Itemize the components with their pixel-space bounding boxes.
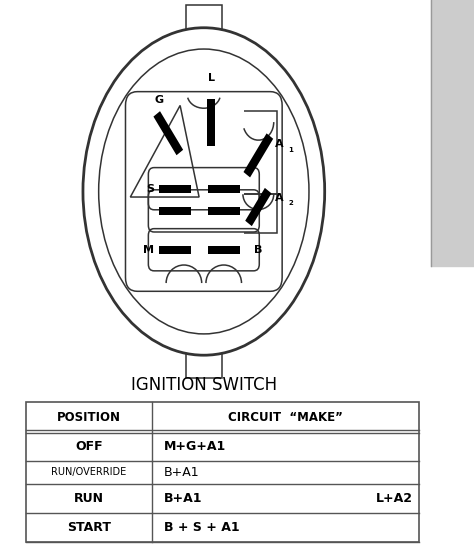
Text: OFF: OFF xyxy=(75,440,103,453)
Bar xyxy=(26,402,419,542)
Bar xyxy=(207,99,215,145)
Text: B + S + A1: B + S + A1 xyxy=(164,521,239,534)
Text: B: B xyxy=(254,245,262,255)
Text: A: A xyxy=(275,139,283,149)
Bar xyxy=(186,353,222,378)
Bar xyxy=(245,188,272,226)
FancyBboxPatch shape xyxy=(126,92,282,291)
Text: RUN/OVERRIDE: RUN/OVERRIDE xyxy=(51,467,127,477)
Text: CIRCUIT  “MAKE”: CIRCUIT “MAKE” xyxy=(228,411,343,424)
Text: IGNITION SWITCH: IGNITION SWITCH xyxy=(131,376,277,393)
Text: L: L xyxy=(208,73,215,83)
Text: 2: 2 xyxy=(289,200,293,206)
Text: POSITION: POSITION xyxy=(57,411,121,424)
Text: RUN: RUN xyxy=(74,492,104,505)
Bar xyxy=(186,5,222,30)
Text: START: START xyxy=(67,521,111,534)
Text: L+A2: L+A2 xyxy=(375,492,412,505)
Text: S: S xyxy=(146,184,154,194)
Text: B+A1: B+A1 xyxy=(164,466,200,479)
Text: M: M xyxy=(143,245,154,255)
Text: A: A xyxy=(275,193,283,203)
Bar xyxy=(154,111,183,155)
Bar xyxy=(159,207,191,215)
Text: G: G xyxy=(155,95,164,105)
Bar xyxy=(159,246,191,254)
Bar xyxy=(208,246,240,254)
Ellipse shape xyxy=(83,28,325,355)
Bar xyxy=(208,185,240,193)
Text: M+G+A1: M+G+A1 xyxy=(164,440,226,453)
Text: B+A1: B+A1 xyxy=(164,492,202,505)
Bar xyxy=(244,133,273,178)
Bar xyxy=(208,207,240,215)
Text: 1: 1 xyxy=(289,147,293,153)
Ellipse shape xyxy=(99,49,309,334)
Bar xyxy=(159,185,191,193)
